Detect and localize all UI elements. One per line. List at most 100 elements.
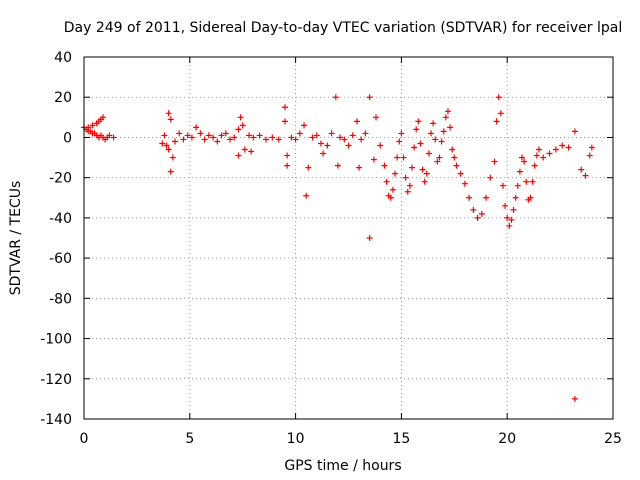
data-point: [250, 134, 257, 141]
data-point: [218, 132, 225, 139]
axis-ticks: 40 20 0 -20 -40 -60 -80 -100 -120 -140 0 5 10 15 20 25: [40, 50, 622, 447]
data-point: [165, 110, 172, 117]
data-point: [320, 150, 327, 157]
y-tick-label: -20: [49, 171, 72, 187]
data-point: [504, 214, 511, 221]
data-point: [588, 144, 595, 151]
data-point: [449, 146, 456, 153]
data-point: [512, 194, 519, 201]
data-point: [552, 146, 559, 153]
data-point: [366, 94, 373, 101]
data-point: [296, 130, 303, 137]
data-point: [406, 182, 413, 189]
data-point: [201, 136, 208, 143]
y-tick-label: 20: [54, 90, 72, 106]
data-point: [292, 136, 299, 143]
data-point: [161, 132, 168, 139]
data-point: [349, 132, 356, 139]
x-tick-label: 25: [604, 431, 622, 447]
data-point: [165, 146, 172, 153]
data-point: [425, 150, 432, 157]
data-point: [502, 202, 509, 209]
data-point: [180, 136, 187, 143]
data-point: [163, 142, 170, 149]
data-point: [404, 188, 411, 195]
data-point: [197, 130, 204, 137]
data-point: [457, 170, 464, 177]
data-point: [540, 154, 547, 161]
data-point: [235, 126, 242, 133]
data-point: [169, 154, 176, 161]
data-point: [571, 395, 578, 402]
data-point: [89, 122, 96, 129]
data-point: [231, 134, 238, 141]
data-point: [565, 144, 572, 151]
data-point: [533, 152, 540, 159]
data-point: [451, 154, 458, 161]
data-point: [499, 182, 506, 189]
data-point: [381, 162, 388, 169]
x-tick-label: 5: [185, 431, 194, 447]
data-point: [436, 154, 443, 161]
data-point: [400, 154, 407, 161]
data-point: [529, 178, 536, 185]
data-points: [81, 94, 595, 402]
data-point: [85, 124, 92, 131]
data-point: [167, 168, 174, 175]
data-point: [167, 116, 174, 123]
data-point: [328, 130, 335, 137]
data-point: [269, 134, 276, 141]
data-point: [341, 136, 348, 143]
data-point: [337, 134, 344, 141]
data-point: [262, 136, 269, 143]
data-point: [396, 138, 403, 145]
data-point: [421, 178, 428, 185]
chart-title: Day 249 of 2011, Sidereal Day-to-day VTE…: [64, 20, 622, 36]
data-point: [516, 168, 523, 175]
data-point: [305, 164, 312, 171]
data-point: [309, 134, 316, 141]
y-tick-label: 40: [54, 50, 72, 66]
data-point: [444, 108, 451, 115]
data-point: [389, 186, 396, 193]
data-point: [578, 166, 585, 173]
data-point: [582, 172, 589, 179]
x-tick-label: 10: [287, 431, 305, 447]
data-point: [284, 152, 291, 159]
data-point: [413, 126, 420, 133]
data-point: [461, 180, 468, 187]
data-point: [430, 120, 437, 127]
y-tick-label: 0: [63, 130, 72, 146]
y-axis-label: SDTVAR / TECUs: [8, 181, 24, 296]
data-point: [241, 146, 248, 153]
data-point: [205, 132, 212, 139]
data-point: [345, 142, 352, 149]
data-point: [470, 206, 477, 213]
data-point: [402, 174, 409, 181]
y-tick-label: -40: [49, 211, 72, 227]
data-point: [491, 158, 498, 165]
data-point: [366, 235, 373, 241]
data-point: [210, 134, 217, 141]
y-tick-label: -100: [40, 332, 72, 348]
data-point: [356, 164, 363, 171]
data-point: [282, 118, 289, 125]
data-point: [495, 94, 502, 101]
data-point: [487, 174, 494, 181]
data-point: [508, 216, 515, 223]
data-point: [415, 118, 422, 125]
data-point: [438, 138, 445, 145]
data-point: [586, 152, 593, 159]
data-point: [493, 118, 500, 125]
data-point: [571, 128, 578, 135]
data-point: [313, 132, 320, 139]
x-tick-label: 0: [80, 431, 89, 447]
data-point: [235, 152, 242, 159]
data-point: [377, 142, 384, 149]
data-point: [483, 194, 490, 201]
data-point: [237, 114, 244, 121]
data-point: [171, 138, 178, 145]
data-point: [275, 136, 282, 143]
data-point: [282, 104, 289, 111]
data-point: [521, 158, 528, 165]
